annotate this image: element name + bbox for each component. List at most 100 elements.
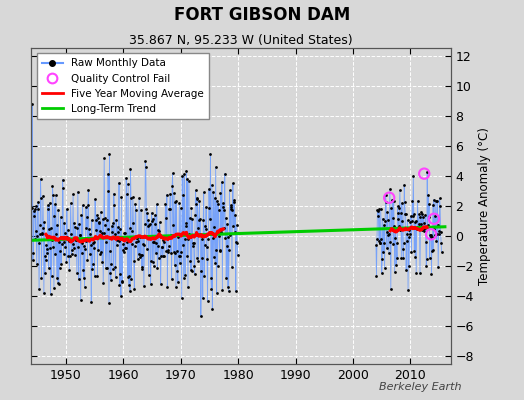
Point <box>126 288 134 294</box>
Point <box>87 299 95 306</box>
Point <box>67 200 75 206</box>
Point <box>168 276 176 282</box>
Point <box>202 244 211 250</box>
Point <box>61 244 70 250</box>
Point <box>223 243 231 250</box>
Point <box>42 242 50 248</box>
Point <box>28 205 36 212</box>
Point <box>169 248 178 255</box>
Point <box>427 232 435 238</box>
Point <box>147 210 156 216</box>
Point <box>58 241 66 247</box>
Point <box>193 254 201 261</box>
Point <box>210 254 218 260</box>
Point <box>198 254 206 261</box>
Point <box>416 223 424 230</box>
Point <box>166 206 174 212</box>
Point <box>398 200 406 206</box>
Point <box>129 220 138 226</box>
Point <box>376 240 385 246</box>
Point <box>144 217 152 223</box>
Point <box>402 266 410 273</box>
Point <box>110 190 118 197</box>
Point <box>221 235 230 241</box>
Point <box>155 228 163 234</box>
Point <box>427 231 435 238</box>
Point <box>136 252 145 258</box>
Point <box>128 228 137 234</box>
Point <box>420 228 429 234</box>
Point <box>403 217 412 224</box>
Point <box>400 239 408 246</box>
Point <box>430 226 439 233</box>
Point <box>422 239 430 246</box>
Point <box>425 201 433 208</box>
Point <box>80 275 88 282</box>
Point <box>51 251 60 257</box>
Point <box>383 229 391 235</box>
Point <box>213 198 221 204</box>
Point <box>152 239 160 246</box>
Point <box>132 206 140 213</box>
Point <box>75 220 83 227</box>
Point <box>436 229 445 235</box>
Point <box>421 224 429 231</box>
Point <box>418 210 427 217</box>
Point <box>52 231 60 238</box>
Point <box>99 216 107 222</box>
Point <box>385 250 393 256</box>
Point <box>148 258 157 265</box>
Point <box>435 195 444 202</box>
Point <box>54 281 63 287</box>
Point <box>209 235 217 241</box>
Point <box>184 284 192 290</box>
Point <box>85 251 94 257</box>
Point <box>44 206 52 212</box>
Point <box>216 190 225 196</box>
Point <box>53 280 62 286</box>
Point <box>181 272 189 278</box>
Point <box>136 234 144 241</box>
Point <box>174 233 182 240</box>
Point <box>38 230 47 237</box>
Point <box>105 150 114 157</box>
Point <box>177 249 185 255</box>
Point <box>74 276 83 282</box>
Point <box>50 213 59 219</box>
Point <box>200 272 209 279</box>
Point <box>404 287 412 293</box>
Point <box>233 240 242 246</box>
Point <box>137 263 146 270</box>
Point <box>114 229 122 235</box>
Point <box>82 204 90 210</box>
Point <box>175 200 183 206</box>
Point <box>38 230 46 237</box>
Point <box>390 223 398 230</box>
Point <box>408 218 416 224</box>
Point <box>378 256 386 262</box>
Point <box>228 264 236 271</box>
Point <box>412 270 420 276</box>
Point <box>373 207 381 214</box>
Point <box>54 207 62 213</box>
Point <box>142 206 150 212</box>
Point <box>138 266 147 272</box>
Point <box>204 236 212 242</box>
Point <box>146 221 154 227</box>
Point <box>377 206 385 212</box>
Point <box>73 270 81 276</box>
Point <box>151 220 160 227</box>
Point <box>55 239 63 246</box>
Point <box>34 206 42 212</box>
Point <box>205 186 213 192</box>
Point <box>151 212 159 218</box>
Point <box>221 170 229 177</box>
Point <box>180 236 189 242</box>
Point <box>378 215 387 222</box>
Point <box>99 280 107 287</box>
Point <box>162 192 171 198</box>
Text: Berkeley Earth: Berkeley Earth <box>379 382 461 392</box>
Point <box>108 220 117 226</box>
Point <box>108 229 116 236</box>
Point <box>391 225 400 231</box>
